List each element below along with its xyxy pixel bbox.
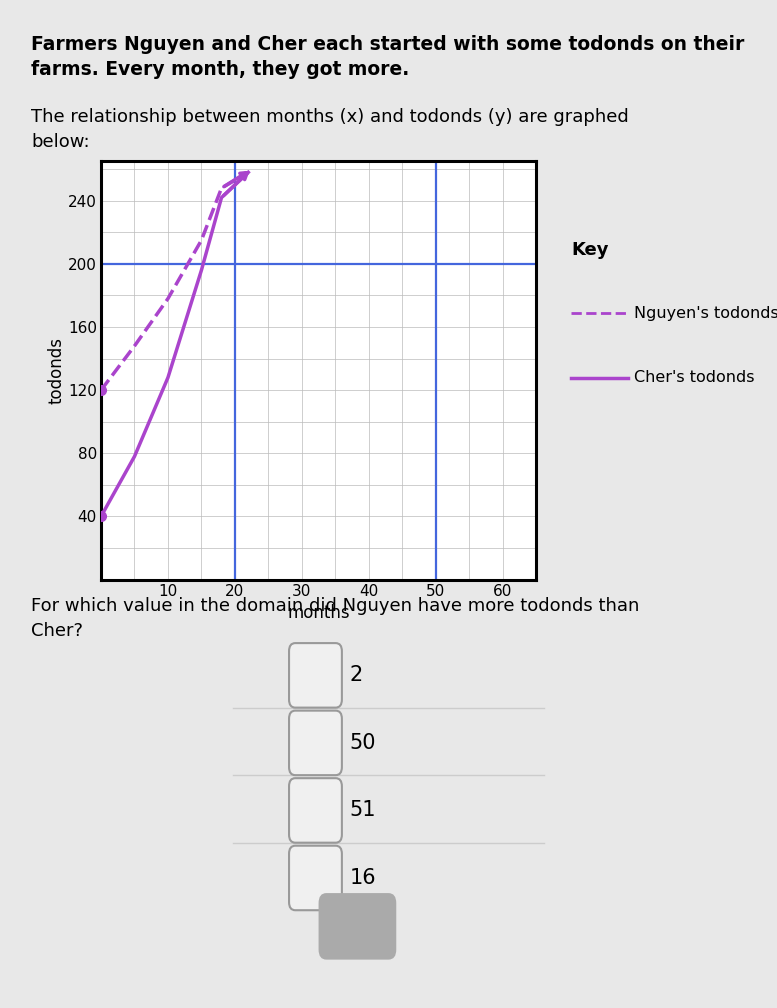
Text: below:: below:: [31, 133, 89, 151]
Text: 50: 50: [350, 733, 376, 753]
Text: The relationship between months (x) and todonds (y) are graphed: The relationship between months (x) and …: [31, 108, 629, 126]
Text: Key: Key: [571, 241, 608, 259]
Text: farms. Every month, they got more.: farms. Every month, they got more.: [31, 60, 409, 80]
Text: 51: 51: [350, 800, 376, 821]
Text: Farmers Nguyen and Cher each started with some todonds on their: Farmers Nguyen and Cher each started wit…: [31, 35, 744, 54]
Text: For which value in the domain did Nguyen have more todonds than: For which value in the domain did Nguyen…: [31, 597, 639, 615]
Text: Nguyen's todonds: Nguyen's todonds: [634, 306, 777, 321]
Text: Cher's todonds: Cher's todonds: [634, 371, 754, 385]
X-axis label: months: months: [287, 605, 350, 622]
Text: 2: 2: [350, 665, 363, 685]
Text: ✓: ✓: [347, 914, 368, 938]
Text: Cher?: Cher?: [31, 622, 83, 640]
Y-axis label: todonds: todonds: [47, 337, 65, 404]
Text: 16: 16: [350, 868, 376, 888]
